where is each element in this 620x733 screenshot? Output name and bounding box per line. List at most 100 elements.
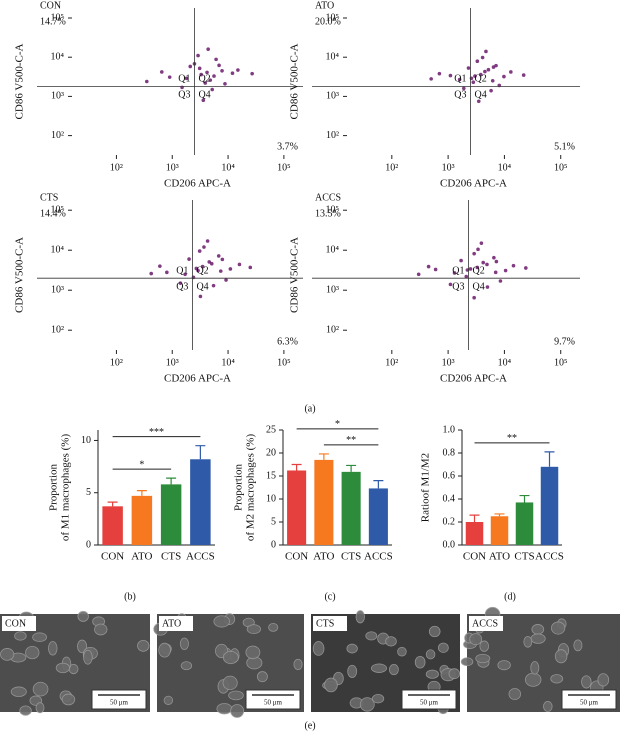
event-dot [498, 279, 503, 283]
cell [222, 650, 239, 665]
event-dot [205, 239, 210, 243]
cell [385, 636, 397, 647]
event-dot [158, 264, 162, 268]
significance-label: ** [507, 433, 517, 444]
cell [14, 631, 27, 641]
event-dot [478, 72, 483, 77]
cell [230, 704, 245, 718]
y-tick-label: 10² [51, 130, 64, 141]
x-tick-label: ACCS [364, 551, 393, 563]
event-dot [476, 99, 481, 104]
event-dot [205, 70, 209, 75]
cell [573, 639, 583, 652]
y-axis-label: CD86 V500-C-A [289, 237, 301, 313]
event-dot [207, 260, 212, 264]
y-tick-label: 10³ [51, 285, 64, 296]
y-tick-label: 10 [81, 435, 91, 446]
cell [83, 649, 93, 665]
event-dot [468, 267, 473, 271]
event-dot [472, 251, 476, 256]
error-bar [494, 513, 505, 517]
x-axis-label: CD206 APC-A [164, 178, 231, 190]
event-dot [149, 271, 154, 276]
event-dot [178, 281, 183, 285]
x-tick-label: 10² [385, 162, 398, 173]
cell [425, 649, 436, 660]
x-tick-label: 10⁵ [277, 357, 291, 368]
quadrant-label: Q3 [178, 90, 190, 101]
cell [0, 648, 15, 661]
event-dot [184, 76, 189, 81]
micrograph-label-box [2, 616, 36, 631]
x-tick-label: CON [101, 551, 124, 563]
event-dot [187, 257, 191, 261]
event-dot [194, 266, 199, 271]
error-bar [346, 464, 357, 472]
event-dot [484, 49, 488, 54]
cell [479, 640, 490, 652]
event-dot [459, 258, 463, 263]
y-tick-label: 20 [266, 447, 276, 458]
micrograph: ACCS 50 μm [460, 606, 620, 712]
event-dot [493, 270, 498, 275]
y-tick-label: 0 [86, 539, 91, 550]
error-bar [166, 477, 177, 485]
event-dot [203, 81, 208, 85]
micrograph-label: ACCS [472, 618, 498, 629]
cell [551, 621, 566, 635]
significance-label: * [139, 459, 144, 470]
event-dot [197, 249, 202, 253]
cell [213, 615, 231, 628]
event-dot [199, 72, 203, 77]
y-tick-label: 10⁴ [51, 245, 65, 256]
y-tick-label: 10² [51, 325, 64, 336]
event-dot [448, 282, 453, 287]
quadrant-percent: 5.1% [554, 141, 575, 152]
cell [180, 661, 193, 671]
quadrant-percent: 20.0% [315, 16, 341, 27]
cell [469, 633, 483, 646]
x-tick-label: ATO [489, 551, 510, 563]
sample-label: ATO [315, 0, 334, 11]
event-dot [491, 65, 496, 69]
scale-bar-label: 50 μm [110, 699, 129, 707]
micrograph-label: CON [5, 618, 26, 629]
error-bar [107, 501, 118, 507]
x-tick-label: 10⁵ [554, 357, 568, 368]
x-tick-label: 10⁴ [498, 357, 512, 368]
x-tick-label: 10³ [442, 162, 455, 173]
event-dot [228, 267, 233, 271]
x-tick-label: CTS [161, 551, 181, 563]
panel-label: (c) [324, 591, 335, 602]
micrograph-label-box [159, 616, 193, 631]
event-dot [521, 73, 526, 77]
cell [346, 643, 358, 654]
y-axis-label: Proportion [48, 463, 60, 511]
error-bar [373, 480, 384, 489]
cell [245, 645, 261, 660]
quadrant-label: Q1 [452, 265, 464, 276]
cell [365, 631, 378, 641]
event-dot [426, 264, 431, 269]
event-dot [475, 265, 480, 270]
cell [94, 623, 108, 636]
event-dot [236, 68, 240, 72]
event-dot [462, 86, 466, 91]
cell [370, 663, 387, 673]
cell [531, 624, 545, 635]
y-tick-label: 25 [266, 424, 276, 435]
micrograph-label-box [313, 616, 347, 631]
cell [158, 642, 171, 658]
y-axis-label: CD86 V500-C-A [289, 44, 301, 120]
event-dot [250, 71, 254, 76]
micrograph: CTS 50 μm [311, 610, 461, 715]
bar [287, 470, 307, 545]
event-dot [492, 255, 496, 260]
cell [216, 703, 233, 715]
event-dot [448, 73, 453, 78]
cell [268, 622, 279, 632]
panel-label: (b) [124, 591, 136, 602]
x-tick-label: 10⁴ [221, 357, 235, 368]
cell [163, 695, 174, 705]
x-tick-label: CON [463, 551, 486, 563]
